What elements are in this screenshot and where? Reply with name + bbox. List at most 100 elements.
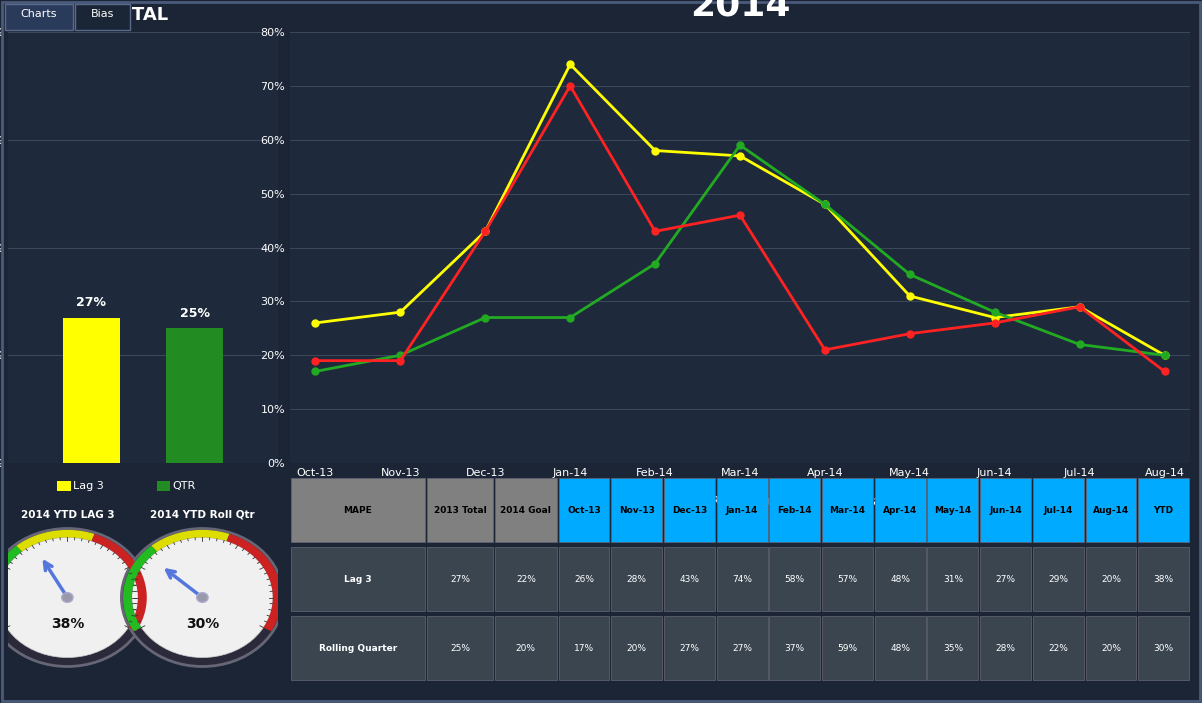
- Circle shape: [61, 593, 73, 602]
- Text: 57%: 57%: [838, 574, 857, 583]
- FancyBboxPatch shape: [769, 478, 820, 542]
- LAG 3: [308, 318, 322, 327]
- Text: Jul-14: Jul-14: [1043, 505, 1073, 515]
- FancyBboxPatch shape: [875, 616, 926, 681]
- Text: Mar-14: Mar-14: [829, 505, 865, 515]
- FancyBboxPatch shape: [1085, 478, 1136, 542]
- Rolling Quarter: [1158, 351, 1172, 359]
- FancyBboxPatch shape: [1085, 547, 1136, 612]
- Text: 17%: 17%: [575, 644, 594, 652]
- FancyBboxPatch shape: [495, 478, 557, 542]
- Text: Lag 3: Lag 3: [344, 574, 371, 583]
- FancyBboxPatch shape: [716, 547, 768, 612]
- Text: 37%: 37%: [785, 644, 805, 652]
- FancyBboxPatch shape: [716, 616, 768, 681]
- FancyBboxPatch shape: [612, 478, 662, 542]
- Polygon shape: [226, 534, 281, 631]
- Rolling Quarter: [817, 200, 832, 209]
- Text: 30%: 30%: [1154, 644, 1173, 652]
- FancyBboxPatch shape: [875, 478, 926, 542]
- Polygon shape: [91, 534, 147, 631]
- FancyBboxPatch shape: [928, 616, 978, 681]
- LAG 3: [563, 60, 577, 69]
- Bar: [166, 328, 224, 463]
- Legend: LAG 3, Rolling Quarter, Lag 1: LAG 3, Rolling Quarter, Lag 1: [575, 490, 905, 512]
- FancyBboxPatch shape: [559, 616, 609, 681]
- LAG 3: [1072, 302, 1087, 311]
- Text: 43%: 43%: [679, 574, 700, 583]
- Text: 28%: 28%: [626, 574, 647, 583]
- Text: 20%: 20%: [1101, 574, 1121, 583]
- Rolling Quarter: [1072, 340, 1087, 349]
- Text: 27%: 27%: [995, 574, 1016, 583]
- FancyBboxPatch shape: [822, 547, 873, 612]
- Text: 25%: 25%: [450, 644, 470, 652]
- Rolling Quarter: [478, 314, 493, 322]
- Text: 48%: 48%: [891, 574, 910, 583]
- FancyBboxPatch shape: [559, 547, 609, 612]
- FancyBboxPatch shape: [495, 616, 557, 681]
- Lag 1: [308, 356, 322, 365]
- Circle shape: [0, 538, 138, 657]
- Circle shape: [0, 529, 148, 666]
- Polygon shape: [151, 530, 230, 552]
- Text: 27%: 27%: [450, 574, 470, 583]
- FancyBboxPatch shape: [875, 547, 926, 612]
- Text: 2013 Total: 2013 Total: [434, 505, 487, 515]
- FancyBboxPatch shape: [980, 478, 1031, 542]
- FancyBboxPatch shape: [1033, 478, 1084, 542]
- LAG 3: [648, 146, 662, 155]
- FancyBboxPatch shape: [427, 478, 493, 542]
- Polygon shape: [0, 546, 22, 631]
- FancyBboxPatch shape: [822, 478, 873, 542]
- Text: 58%: 58%: [785, 574, 805, 583]
- Text: 38%: 38%: [50, 617, 84, 631]
- Text: Oct-13: Oct-13: [567, 505, 601, 515]
- Text: Lag 3: Lag 3: [72, 481, 103, 491]
- Text: 48%: 48%: [891, 644, 910, 652]
- Text: 74%: 74%: [732, 574, 752, 583]
- Lag 1: [1158, 367, 1172, 375]
- Text: 35%: 35%: [942, 644, 963, 652]
- FancyBboxPatch shape: [1138, 547, 1189, 612]
- Line: Rolling Quarter: Rolling Quarter: [313, 142, 1168, 375]
- Bar: [63, 318, 120, 463]
- Line: Lag 1: Lag 1: [313, 82, 1168, 375]
- Text: Aug-14: Aug-14: [1093, 505, 1129, 515]
- FancyBboxPatch shape: [291, 478, 426, 542]
- Text: Bias: Bias: [91, 9, 114, 19]
- Text: 27%: 27%: [679, 644, 700, 652]
- Text: QTR: QTR: [173, 481, 196, 491]
- FancyBboxPatch shape: [664, 478, 715, 542]
- Text: 31%: 31%: [942, 574, 963, 583]
- Lag 1: [393, 356, 407, 365]
- Polygon shape: [17, 530, 95, 552]
- Text: 20%: 20%: [516, 644, 536, 652]
- Text: 27%: 27%: [76, 297, 106, 309]
- Text: 30%: 30%: [186, 617, 219, 631]
- LAG 3: [903, 292, 917, 300]
- Lag 1: [733, 211, 748, 219]
- Text: 2014 YTD Roll Qtr: 2014 YTD Roll Qtr: [150, 510, 255, 520]
- Lag 1: [903, 330, 917, 338]
- Rolling Quarter: [563, 314, 577, 322]
- Text: 20%: 20%: [1101, 644, 1121, 652]
- LAG 3: [733, 152, 748, 160]
- FancyBboxPatch shape: [291, 616, 426, 681]
- FancyBboxPatch shape: [427, 616, 493, 681]
- Text: 2014 Goal: 2014 Goal: [500, 505, 552, 515]
- Text: 2013 TOTAL: 2013 TOTAL: [48, 6, 168, 24]
- FancyBboxPatch shape: [928, 478, 978, 542]
- Text: May-14: May-14: [934, 505, 971, 515]
- Lag 1: [648, 227, 662, 236]
- FancyBboxPatch shape: [980, 616, 1031, 681]
- LAG 3: [988, 314, 1002, 322]
- Text: MAPE: MAPE: [344, 505, 373, 515]
- FancyBboxPatch shape: [716, 478, 768, 542]
- FancyBboxPatch shape: [612, 547, 662, 612]
- Rolling Quarter: [308, 367, 322, 375]
- Lag 1: [817, 346, 832, 354]
- Text: Rolling Quarter: Rolling Quarter: [319, 644, 397, 652]
- LAG 3: [817, 200, 832, 209]
- FancyBboxPatch shape: [427, 547, 493, 612]
